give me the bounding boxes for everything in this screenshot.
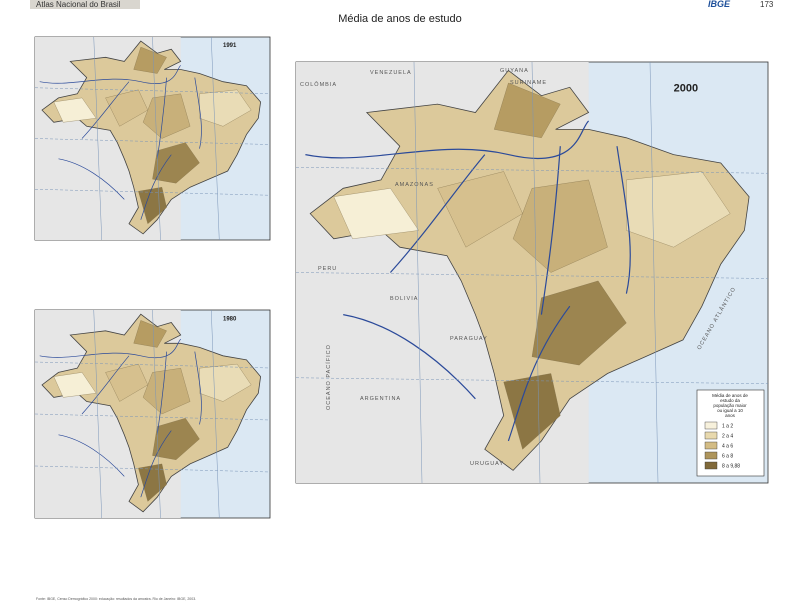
map-year: 1980 xyxy=(223,316,237,322)
map-graticule xyxy=(413,61,423,484)
publisher-logo: IBGE xyxy=(708,0,731,9)
atlas-name: Atlas Nacional do Brasil xyxy=(36,0,121,9)
map-brazil xyxy=(309,69,750,471)
map-label: GUYANA xyxy=(500,68,529,74)
legend-swatch xyxy=(704,461,718,470)
map-year: 1991 xyxy=(223,43,237,49)
map-river xyxy=(156,77,167,159)
map-graticule xyxy=(93,36,102,241)
map-region xyxy=(531,280,627,366)
map-river xyxy=(81,81,130,139)
map-label: PERU xyxy=(318,266,337,272)
page-title: Média de anos de estudo xyxy=(338,13,462,25)
map-region xyxy=(152,142,200,184)
map-river xyxy=(305,120,590,160)
map-region xyxy=(105,89,148,127)
map-graticule xyxy=(34,465,271,473)
map-graticule xyxy=(649,61,659,484)
legend-label: 6 a 8 xyxy=(722,454,733,460)
map: 1991 xyxy=(34,36,271,241)
map-graticule xyxy=(34,87,271,94)
map-region xyxy=(133,46,167,74)
map-river xyxy=(81,355,130,415)
legend-swatch xyxy=(704,441,718,450)
map-graticule xyxy=(531,61,541,484)
map-region xyxy=(333,188,419,239)
map-region xyxy=(512,179,608,273)
map-label: URUGUAY xyxy=(470,461,504,467)
map-river xyxy=(39,65,181,84)
legend-swatch xyxy=(704,421,718,430)
map-label: AMAZONAS xyxy=(395,182,434,188)
map-river xyxy=(507,305,571,442)
map-region xyxy=(53,97,97,123)
map-label: OCEANO PACÍFICO xyxy=(325,344,332,410)
map-label: PARAGUAY xyxy=(450,336,488,342)
map-river xyxy=(156,351,167,435)
map-graticule xyxy=(295,272,769,279)
map-region xyxy=(142,368,191,415)
map-region xyxy=(199,363,252,402)
legend-label: 4 a 6 xyxy=(722,444,733,450)
map-graticule xyxy=(152,309,161,519)
map-river xyxy=(540,146,561,315)
map-river xyxy=(58,158,125,200)
map-graticule xyxy=(211,309,220,519)
page-number: 173 xyxy=(760,0,774,9)
map: 1980 xyxy=(34,309,271,519)
map-river xyxy=(343,314,476,400)
map: 2000 COLÔMBIA VENEZUELA GUYANA SURINAME PERU B… xyxy=(295,61,769,484)
map-region xyxy=(142,93,191,139)
maps: 1991 1980 2000 COLÔMBIA VENEZUELA GUYANA SURIN… xyxy=(34,36,769,519)
map-graticule xyxy=(93,309,102,519)
map-region xyxy=(105,363,148,402)
legend-swatch xyxy=(704,451,718,460)
legend-label: 2 a 4 xyxy=(722,434,733,440)
map-river xyxy=(616,146,631,294)
footer-source: Fonte: IBGE, Censo Demográfico 2000: edu… xyxy=(36,597,196,601)
map-region xyxy=(503,373,561,450)
map-region xyxy=(53,372,97,398)
map-graticule xyxy=(295,167,769,174)
map-river xyxy=(140,430,172,498)
map-graticule xyxy=(211,36,220,241)
map-graticule xyxy=(34,413,271,421)
legend-title: Média de anos de estudo da população maior… xyxy=(712,393,748,418)
header-tab xyxy=(30,0,140,9)
map-river xyxy=(194,77,202,149)
legend-swatch xyxy=(704,431,718,440)
map-label: ARGENTINA xyxy=(360,396,401,402)
legend-label: 8 a 9,88 xyxy=(722,464,740,470)
map-label: BOLIVIA xyxy=(390,296,418,302)
map-region xyxy=(138,463,167,502)
map-graticule xyxy=(34,138,271,145)
map-graticule xyxy=(152,36,161,241)
map-river xyxy=(389,154,486,273)
map-region xyxy=(138,187,167,225)
map-river xyxy=(194,351,202,425)
map-graticule xyxy=(34,189,271,196)
map-region xyxy=(199,89,252,127)
map-region xyxy=(133,320,167,348)
map-label: COLÔMBIA xyxy=(300,81,337,88)
map-label: SURINAME xyxy=(510,80,547,86)
map-graticule xyxy=(295,377,769,384)
legend-label: 1 a 2 xyxy=(722,424,733,430)
map-year: 2000 xyxy=(674,82,698,94)
map-region xyxy=(494,82,561,138)
map-river xyxy=(140,154,172,220)
map-graticule xyxy=(34,361,271,369)
map-region xyxy=(152,418,200,460)
map-river xyxy=(58,434,125,477)
map-label: VENEZUELA xyxy=(370,70,412,76)
map-river xyxy=(39,338,181,359)
map-region xyxy=(437,171,523,248)
